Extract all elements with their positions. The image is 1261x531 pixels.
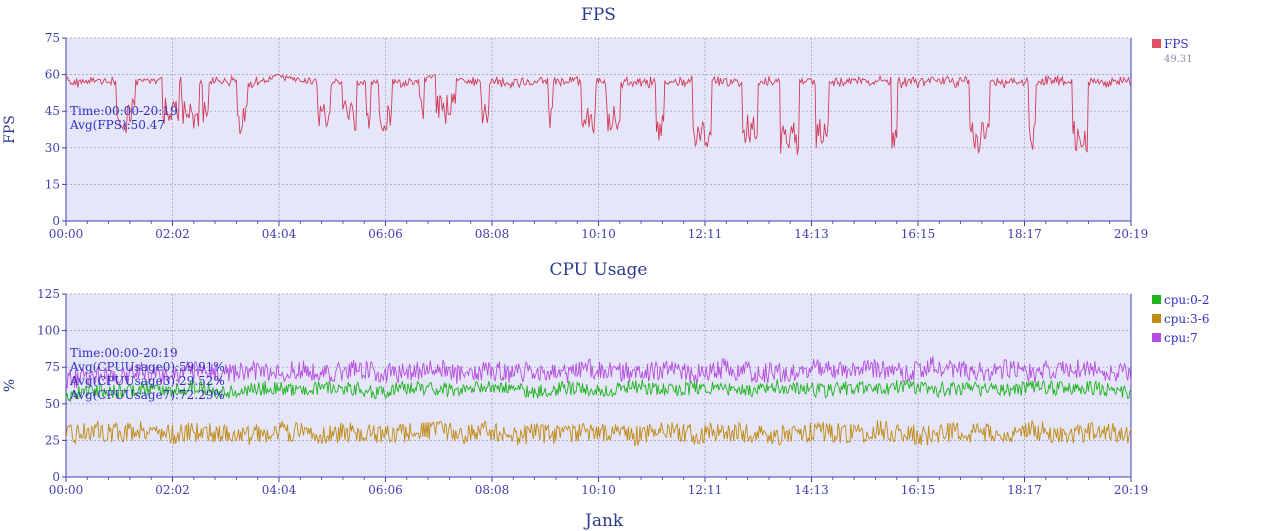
chart-title: CPU Usage (549, 260, 647, 280)
avg-annotation: Time:00:00-20:19 (70, 104, 178, 118)
chart-cpu: CPU Usage 0 25 50 75 100 125 00:00 02:02 04:04 06:… (2, 260, 1210, 497)
x-tick-label: 10:10 (581, 227, 616, 241)
series-group (65, 356, 1132, 447)
series-line-fps (65, 73, 1132, 155)
x-tick-label: 02:02 (155, 483, 190, 497)
avg-annotation: Avg(CPUUsage7):72.29% (69, 388, 225, 402)
y-tick-label: 125 (37, 287, 60, 301)
avg-annotation: Avg(CPUUsage3):29.52% (69, 374, 225, 388)
x-tick-label: 20:19 (1114, 227, 1149, 241)
chart-title: FPS (581, 5, 616, 25)
y-tick-label: 50 (45, 397, 60, 411)
y-tick-label: 0 (52, 470, 60, 484)
y-tick-label: 0 (52, 214, 60, 228)
x-tick-label: 00:00 (49, 483, 84, 497)
x-tick-label: 08:08 (475, 227, 510, 241)
legend-label: FPS (1164, 37, 1189, 51)
x-tick-label: 12:11 (688, 227, 723, 241)
next-chart-title: Jank (585, 511, 624, 531)
x-tick-label: 16:15 (901, 227, 936, 241)
series-group (65, 73, 1132, 155)
x-tick-label: 08:08 (475, 483, 510, 497)
x-tick-label: 18:17 (1007, 483, 1042, 497)
x-tick-label: 00:00 (49, 227, 84, 241)
y-tick-label: 100 (37, 324, 60, 338)
y-axis-label: FPS (2, 115, 18, 144)
y-tick-label: 25 (45, 433, 60, 447)
legend-swatch (1152, 333, 1161, 342)
grid (66, 293, 1132, 477)
x-tick-label: 14:13 (794, 227, 829, 241)
x-tick-label: 02:02 (155, 227, 190, 241)
chart-fps: FPS 0 15 30 45 60 75 00:00 02:02 04:04 06:06 08:08 1… (2, 5, 1193, 241)
x-tick-label: 10:10 (581, 483, 616, 497)
legend: FPS 49.31 (1152, 37, 1193, 65)
y-tick-label: 45 (45, 104, 60, 118)
legend-sub-value: 49.31 (1164, 54, 1193, 65)
y-tick-label: 75 (45, 360, 60, 374)
x-tick-label: 14:13 (794, 483, 829, 497)
x-tick-label: 12:11 (688, 483, 723, 497)
x-tick-label: 04:04 (262, 227, 297, 241)
series-line-cpu-7 (65, 356, 1132, 389)
y-axis-label: % (2, 379, 18, 392)
series-line-cpu-0-2 (65, 379, 1132, 403)
legend-swatch (1152, 39, 1161, 48)
x-tick-label: 18:17 (1007, 227, 1042, 241)
plot-area (66, 294, 1131, 477)
legend-swatch (1152, 314, 1161, 323)
legend-label: cpu:0-2 (1164, 293, 1210, 307)
legend: cpu:0-2 cpu:3-6 cpu:7 (1152, 293, 1210, 345)
x-tick-label: 20:19 (1114, 483, 1149, 497)
avg-annotation: Avg(CPUUsage0):59.91% (69, 360, 225, 374)
x-tick-label: 06:06 (368, 227, 403, 241)
legend-label: cpu:3-6 (1164, 312, 1210, 326)
x-tick-label: 06:06 (368, 483, 403, 497)
avg-annotation: Time:00:00-20:19 (70, 346, 178, 360)
y-tick-label: 75 (45, 31, 60, 45)
x-tick-label: 16:15 (901, 483, 936, 497)
series-line-cpu-3-6 (65, 420, 1132, 447)
avg-annotation: Avg(FPS):50.47 (69, 118, 165, 132)
legend-label: cpu:7 (1164, 331, 1198, 345)
y-tick-label: 60 (45, 68, 60, 82)
y-tick-label: 15 (45, 177, 60, 191)
legend-swatch (1152, 295, 1161, 304)
y-tick-label: 30 (45, 141, 60, 155)
x-tick-label: 04:04 (262, 483, 297, 497)
